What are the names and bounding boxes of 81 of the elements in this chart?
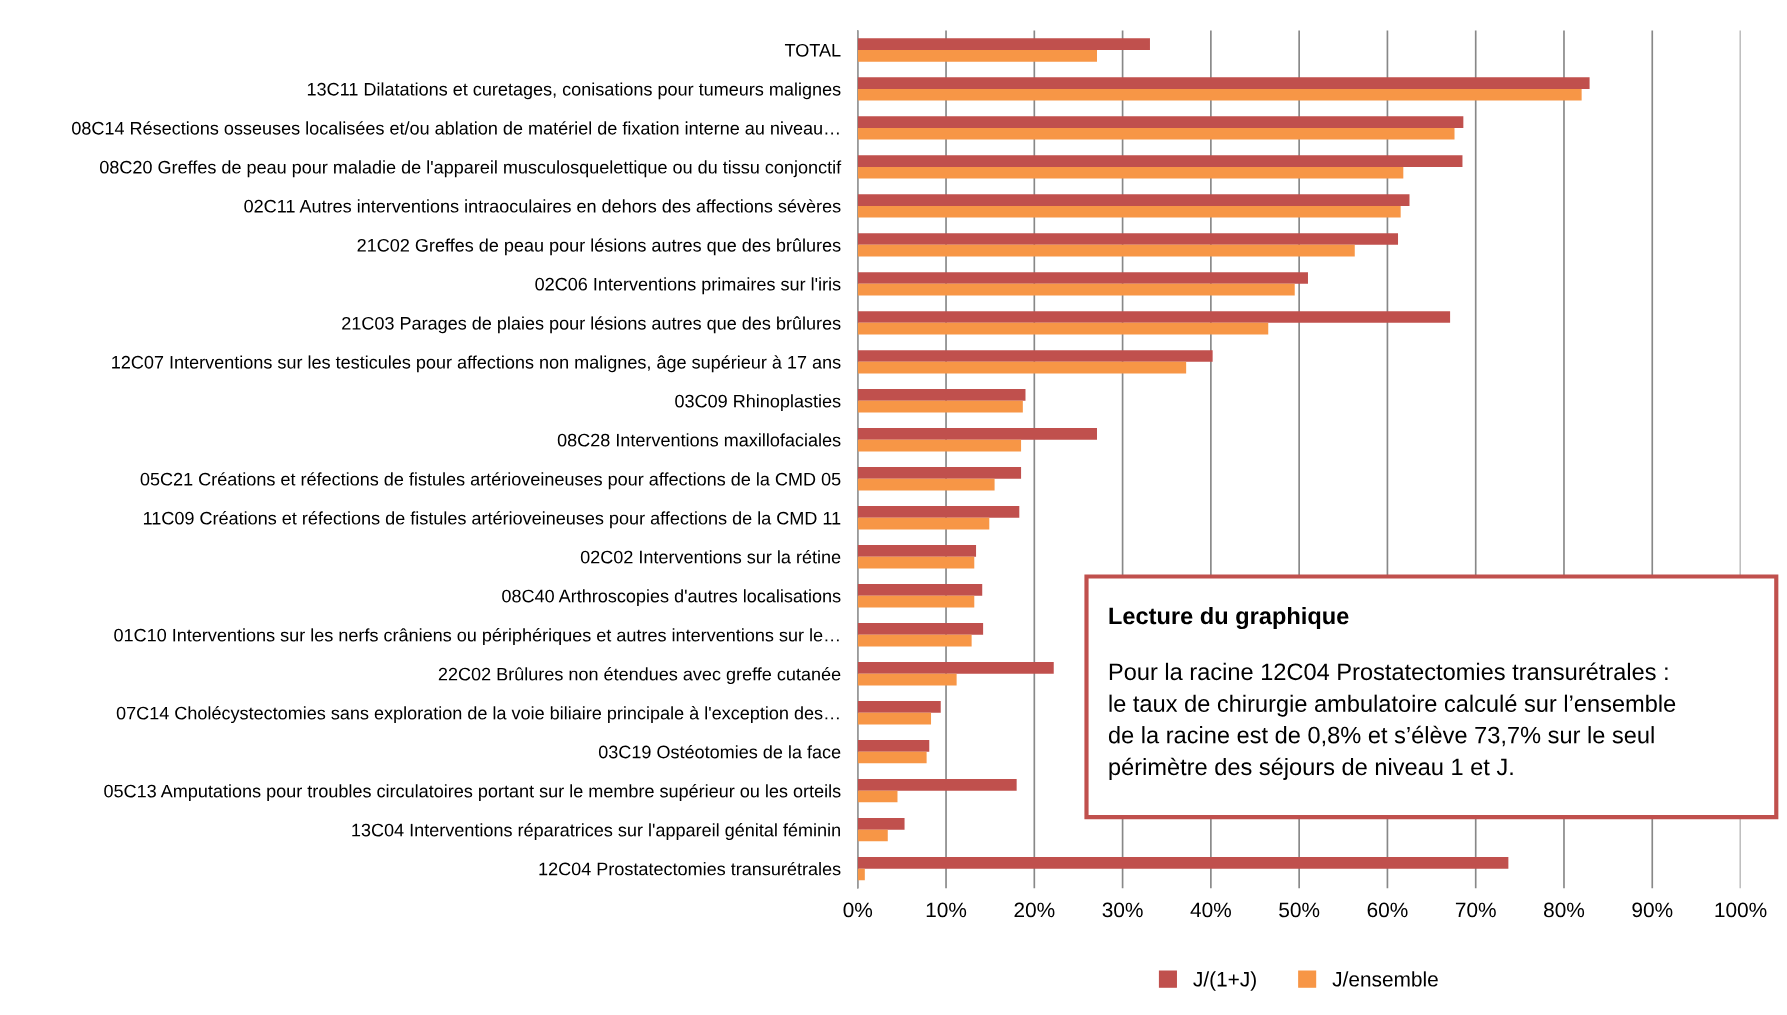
y-tick-label: 21C02 Greffes de peau pour lésions autres que des brûlures	[357, 238, 841, 256]
bar	[857, 49, 1097, 62]
y-tick-label: 11C09 Créations et réfections de fistules artérioveineuses pour affections de la CMD 11	[143, 511, 841, 529]
x-tick-label: 60%	[1367, 902, 1408, 918]
bar	[857, 439, 1022, 452]
bar	[857, 662, 1054, 674]
x-tick-label: 20%	[1014, 902, 1055, 918]
bar	[857, 556, 975, 569]
bar	[857, 311, 1451, 323]
y-tick-label: 08C20 Greffes de peau pour maladie de l'appareil musculosquelettique ou du tissu conjonctif	[99, 160, 842, 178]
y-tick-label: 01C10 Interventions sur les nerfs crâniens ou périphériques et autres interventions sur le…	[114, 628, 839, 646]
bar	[857, 506, 1020, 518]
bar	[857, 817, 905, 830]
bar	[857, 38, 1150, 50]
bar	[857, 88, 1582, 101]
bar	[857, 283, 1295, 296]
bar	[857, 829, 888, 842]
bar	[857, 322, 1269, 335]
y-tick-label: 03C19 Ostéotomies de la face	[598, 744, 841, 759]
legend-label: J/ensemble	[1332, 971, 1438, 987]
bar	[857, 272, 1308, 284]
annotation: Pour la racine 12C04 Prostatectomies transurétrales : le taux de chirurgie ambulatoire calculé sur l’ensemble de la racine est de 0,8% et s’élève 73,7% sur le seul périmètre des séjours de niveau 1 et J.	[1108, 662, 1676, 780]
x-tick-label: 0%	[843, 902, 873, 918]
x-tick-label: 50%	[1279, 902, 1320, 918]
bar	[857, 166, 1404, 179]
x-tick-label: 80%	[1544, 902, 1585, 918]
y-tick-label: 21C03 Parages de plaies pour lésions autres que des brûlures	[342, 316, 841, 334]
bar	[857, 428, 1097, 440]
bar	[857, 244, 1355, 257]
bar	[857, 517, 990, 530]
bar	[857, 712, 932, 725]
bar	[857, 389, 1026, 401]
x-tick-label: 40%	[1190, 902, 1231, 918]
y-tick-label: 13C11 Dilatations et curetages, conisations pour tumeurs malignes	[307, 82, 841, 100]
bar	[857, 77, 1590, 89]
x-tick-label: 90%	[1632, 902, 1673, 918]
bar	[857, 545, 977, 557]
bar	[857, 778, 1017, 791]
bar	[857, 739, 930, 752]
bar	[857, 868, 865, 881]
y-tick-label: 02C11 Autres interventions intraoculaires en dehors des affections sévères	[244, 199, 841, 213]
y-tick-label: TOTAL	[784, 43, 841, 57]
x-tick-label: 30%	[1102, 902, 1143, 918]
bar	[857, 584, 983, 596]
y-tick-label: 05C21 Créations et réfections de fistules artérioveineuses pour affections de la CMD 05	[140, 472, 841, 490]
bar	[857, 155, 1463, 167]
bar	[857, 361, 1187, 374]
bar	[857, 790, 898, 803]
bar	[857, 478, 995, 491]
bar	[857, 400, 1023, 413]
y-tick-label: 12C07 Interventions sur les testicules pour affections non malignes, âge supérieur à 17 ans	[112, 355, 841, 373]
y-tick-label: 12C04 Prostatectomies transurétrales	[539, 861, 841, 876]
bar	[857, 233, 1399, 245]
y-tick-label: 08C28 Interventions maxillofaciales	[557, 433, 841, 447]
y-tick-label: 22C02 Brûlures non étendues avec greffe cutanée	[438, 667, 841, 685]
bar	[857, 856, 1509, 869]
bar	[857, 467, 1022, 479]
bar	[857, 751, 927, 764]
y-tick-label: 08C40 Arthroscopies d'autres localisations	[502, 589, 841, 607]
bar	[857, 701, 941, 713]
x-tick-label: 100%	[1715, 902, 1767, 918]
bar	[857, 595, 975, 608]
bar	[857, 350, 1213, 362]
y-tick-label: 05C13 Amputations pour troubles circulatoires portant sur le membre supérieur ou les orteils	[104, 784, 841, 802]
y-tick-label: 02C06 Interventions primaires sur l'iris	[535, 277, 841, 295]
y-tick-label: 07C14 Cholécystectomies sans exploration de la voie biliaire principale à l'exception des…	[116, 706, 839, 724]
bar	[857, 634, 972, 647]
y-tick-label: 02C02 Interventions sur la rétine	[580, 550, 841, 564]
x-tick-label: 10%	[926, 902, 967, 918]
x-tick-label: 70%	[1455, 902, 1496, 918]
bar	[857, 127, 1455, 140]
bar	[857, 194, 1410, 206]
legend-label: J/(1+J)	[1193, 971, 1256, 991]
bar	[857, 205, 1401, 218]
annotation: Lecture du graphique	[1109, 606, 1349, 630]
y-tick-label: 13C04 Interventions réparatrices sur l'appareil génital féminin	[352, 823, 840, 841]
bar	[857, 116, 1464, 128]
bar	[857, 673, 957, 686]
bar	[857, 623, 984, 635]
y-tick-label: 03C09 Rhinoplasties	[675, 394, 841, 412]
y-tick-label: 08C14 Résections osseuses localisées et/ou ablation de matériel de fixation interne au niveau…	[72, 121, 839, 135]
